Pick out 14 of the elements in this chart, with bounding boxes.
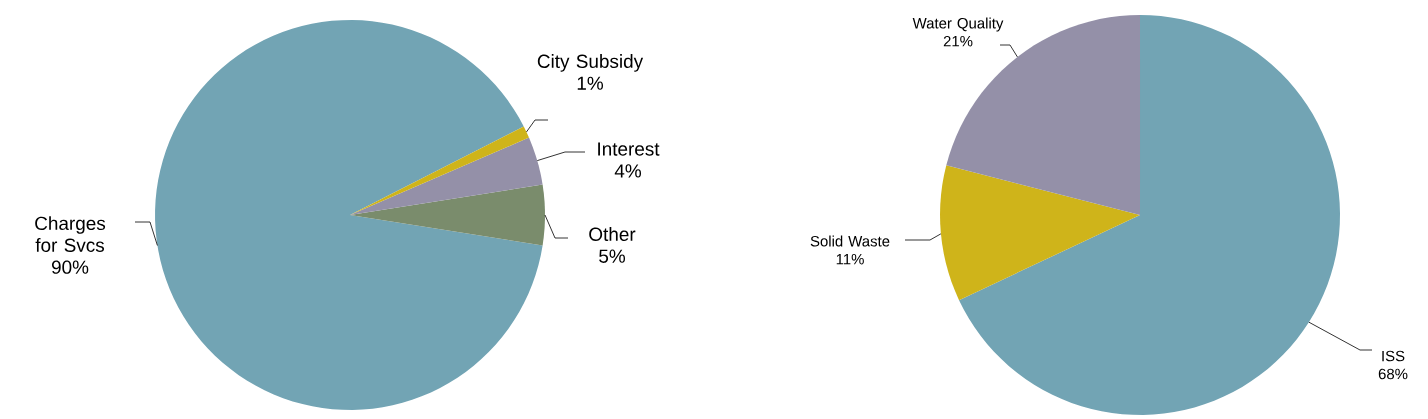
data-label: 11%: [836, 253, 864, 265]
slice-label: Charges for Svcs: [35, 216, 106, 252]
slice-label: ISS: [1382, 350, 1405, 362]
data-label: 68%: [1378, 368, 1408, 380]
slice-label: Water Quality: [912, 17, 1004, 32]
data-label: 1%: [577, 76, 604, 90]
data-label: 90%: [51, 260, 89, 274]
slice-label: City Subsidy: [537, 54, 644, 72]
data-label: 5%: [599, 249, 626, 263]
slice-label: Solid Waste: [810, 235, 890, 247]
data-label: 21%: [943, 35, 973, 47]
data-label: 4%: [614, 164, 642, 178]
slice-label: Interest: [598, 142, 660, 156]
slice-label: Other: [589, 227, 636, 241]
